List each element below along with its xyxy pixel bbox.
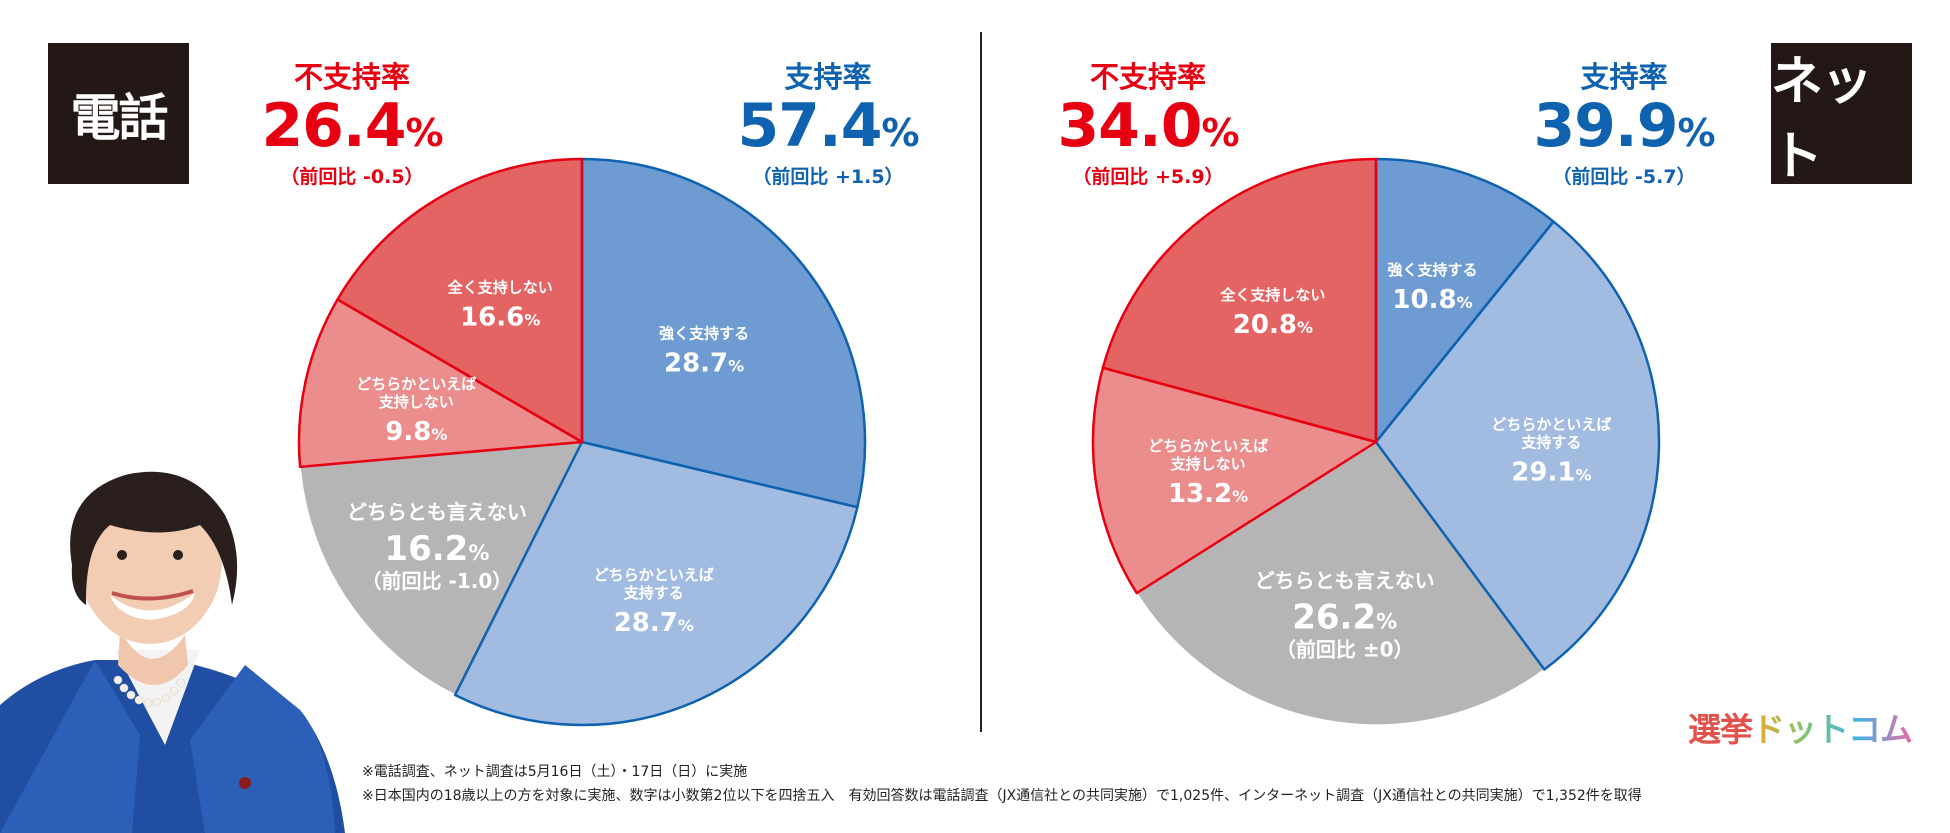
phone-disapproval-value: 26.4% bbox=[261, 91, 443, 161]
net-approval-value: 39.9% bbox=[1533, 91, 1715, 161]
phone-slice-value-4: 16.6% bbox=[460, 303, 540, 333]
phone-slice-outline-0 bbox=[580, 157, 867, 509]
net-slice-label-4: 全く支持しない 20.8% bbox=[1219, 286, 1325, 340]
phone-disapproval-stat: 不支持率 26.4% （前回比 -0.5） bbox=[232, 60, 472, 189]
net-approval-stat: 支持率 39.9% （前回比 -5.7） bbox=[1504, 60, 1744, 189]
phone-slice-sub-2: （前回比 -1.0） bbox=[362, 569, 513, 593]
politician-portrait bbox=[0, 471, 345, 833]
phone-slice-value-2: 16.2% bbox=[384, 529, 489, 569]
net-slice-outline-0 bbox=[1374, 157, 1555, 444]
phone-slice-label-text-4-0: 全く支持しない bbox=[447, 279, 553, 297]
phone-slice-label-text-3-0: どちらかといえば bbox=[356, 375, 476, 393]
footnote-1: ※電話調査、ネット調査は5月16日（土）・17日（日）に実施 bbox=[362, 764, 748, 780]
net-survey-badge: ネット bbox=[1771, 43, 1912, 187]
site-logo: 選挙ドットコム bbox=[1688, 703, 1913, 751]
phone-survey-badge: 電話 bbox=[48, 43, 189, 184]
net-slice-value-2: 26.2% bbox=[1292, 597, 1397, 637]
logo-text-1: 選挙 bbox=[1688, 710, 1753, 749]
net-slice-outline-3 bbox=[1091, 366, 1378, 595]
footnotes: ※電話調査、ネット調査は5月16日（土）・17日（日）に実施 ※日本国内の18歳… bbox=[362, 760, 1642, 808]
phone-slice-2 bbox=[299, 441, 584, 696]
net-slice-label-text-1-1: 支持する bbox=[1520, 434, 1581, 452]
phone-slice-outline-3 bbox=[297, 298, 584, 469]
net-slice-label-text-3-1: 支持しない bbox=[1170, 455, 1246, 473]
phone-slice-label-2: どちらとも言えない 16.2%（前回比 -1.0） bbox=[347, 500, 527, 593]
net-slice-label-text-2-0: どちらとも言えない bbox=[1255, 568, 1435, 592]
net-slice-outline-4 bbox=[1101, 157, 1378, 444]
phone-approval-stat: 支持率 57.4% （前回比 +1.5） bbox=[708, 60, 948, 189]
phone-slice-label-4: 全く支持しない 16.6% bbox=[447, 279, 553, 333]
net-slice-label-text-3-0: どちらかといえば bbox=[1148, 437, 1268, 455]
phone-slice-label-text-0-0: 強く支持する bbox=[659, 324, 749, 342]
net-slice-label-text-1-0: どちらかといえば bbox=[1491, 416, 1611, 434]
phone-slice-value-3: 9.8% bbox=[385, 417, 447, 447]
net-slice-sub-2: （前回比 ±0） bbox=[1276, 637, 1414, 661]
phone-disapproval-label: 不支持率 bbox=[293, 60, 410, 94]
net-slice-outline-1 bbox=[1374, 220, 1661, 671]
phone-slice-label-text-1-0: どちらかといえば bbox=[594, 566, 714, 584]
phone-slice-label-text-2-0: どちらとも言えない bbox=[347, 500, 527, 524]
phone-approval-prev: （前回比 +1.5） bbox=[752, 166, 904, 188]
net-disapproval-stat: 不支持率 34.0% （前回比 +5.9） bbox=[1028, 60, 1268, 189]
logo-text-2: ドットコム bbox=[1752, 710, 1913, 749]
divider bbox=[980, 32, 982, 732]
net-disapproval-value: 34.0% bbox=[1057, 91, 1239, 161]
net-slice-value-4: 20.8% bbox=[1233, 310, 1313, 340]
net-approval-prev: （前回比 -5.7） bbox=[1552, 166, 1696, 188]
net-disapproval-prev: （前回比 +5.9） bbox=[1072, 166, 1224, 188]
net-slice-label-text-0-0: 強く支持する bbox=[1387, 261, 1477, 279]
net-slice-value-3: 13.2% bbox=[1168, 479, 1248, 509]
phone-slice-outline-1 bbox=[453, 440, 859, 727]
phone-slice-value-1: 28.7% bbox=[614, 608, 694, 638]
net-slice-label-2: どちらとも言えない 26.2%（前回比 ±0） bbox=[1255, 568, 1435, 661]
phone-disapproval-prev: （前回比 -0.5） bbox=[280, 166, 424, 188]
net-disapproval-label: 不支持率 bbox=[1089, 60, 1206, 94]
phone-slice-label-text-3-1: 支持しない bbox=[378, 393, 454, 411]
net-slice-2 bbox=[1135, 440, 1546, 726]
net-slice-value-1: 29.1% bbox=[1511, 458, 1591, 488]
phone-approval-value: 57.4% bbox=[737, 91, 919, 161]
phone-slice-outline-4 bbox=[336, 157, 584, 444]
net-slice-label-0: 強く支持する 10.8% bbox=[1387, 261, 1477, 315]
phone-approval-label: 支持率 bbox=[784, 60, 872, 94]
phone-slice-label-text-1-1: 支持する bbox=[623, 584, 684, 602]
net-slice-label-text-4-0: 全く支持しない bbox=[1219, 286, 1325, 304]
net-approval-label: 支持率 bbox=[1580, 60, 1668, 94]
phone-slice-value-0: 28.7% bbox=[664, 348, 744, 378]
footnote-2: ※日本国内の18歳以上の方を対象に実施、数字は小数第2位以下を四捨五入 有効回答… bbox=[362, 788, 1642, 804]
phone-slice-label-0: 強く支持する 28.7% bbox=[659, 324, 749, 378]
net-slice-value-0: 10.8% bbox=[1392, 285, 1472, 315]
